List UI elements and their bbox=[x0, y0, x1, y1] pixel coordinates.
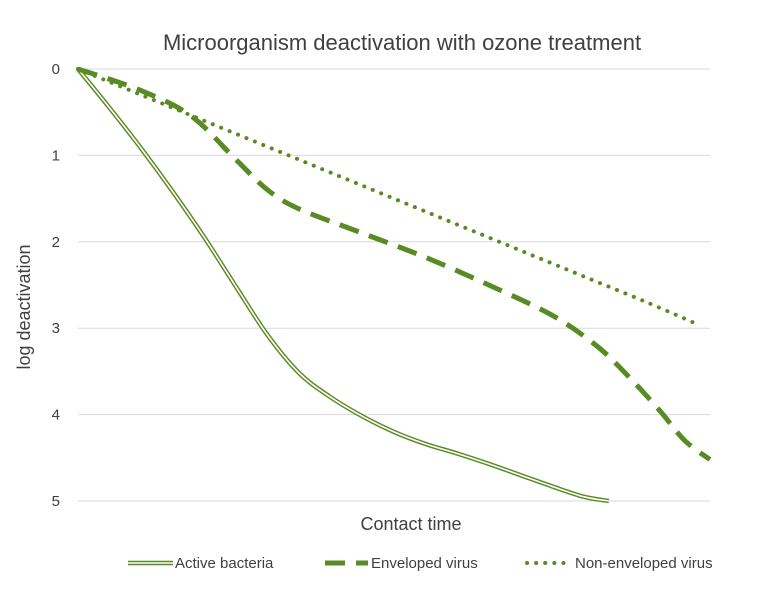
series-layer bbox=[76, 66, 712, 504]
chart-title: Microorganism deactivation with ozone tr… bbox=[163, 30, 641, 55]
legend-label-active-bacteria: Active bacteria bbox=[175, 555, 274, 572]
legend-item-enveloped-virus: Enveloped virus bbox=[325, 555, 478, 572]
legend-item-non-enveloped-virus: Non-enveloped virus bbox=[525, 555, 713, 572]
y-tick-label-0: 0 bbox=[52, 61, 60, 78]
series-line-active-bacteria-inner bbox=[77, 68, 610, 502]
legend-label-enveloped-virus: Enveloped virus bbox=[371, 555, 478, 572]
y-tick-label-3: 3 bbox=[52, 320, 60, 337]
x-axis-label: Contact time bbox=[360, 514, 461, 534]
legend-item-active-bacteria: Active bacteria bbox=[128, 555, 274, 572]
series-non-enveloped-virus bbox=[76, 67, 703, 328]
y-tick-label-5: 5 bbox=[52, 493, 60, 510]
y-axis-label: log deactivation bbox=[14, 244, 34, 369]
legend: Active bacteria Enveloped virus Non-envelo… bbox=[128, 555, 713, 572]
y-axis-ticks: 0 1 2 3 4 5 bbox=[52, 61, 60, 510]
series-line-active-bacteria-outer bbox=[76, 67, 610, 504]
series-enveloped-virus bbox=[77, 66, 712, 462]
series-active-bacteria bbox=[76, 67, 610, 504]
series-line-non-enveloped-virus bbox=[76, 67, 703, 328]
y-tick-label-4: 4 bbox=[52, 407, 60, 424]
series-line-enveloped-virus bbox=[77, 66, 712, 462]
gridlines bbox=[78, 68, 710, 502]
y-tick-label-1: 1 bbox=[52, 147, 60, 164]
legend-label-non-enveloped-virus: Non-enveloped virus bbox=[575, 555, 713, 572]
y-tick-label-2: 2 bbox=[52, 234, 60, 251]
